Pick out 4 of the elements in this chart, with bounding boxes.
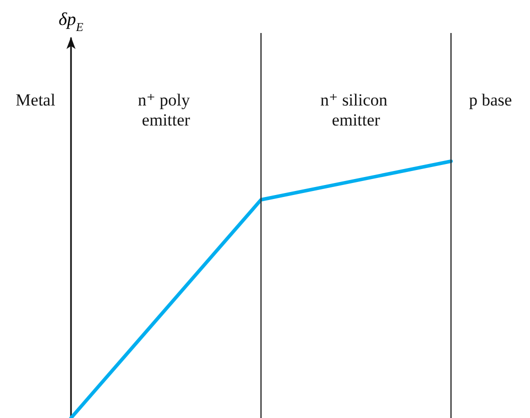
- text: p base: [469, 90, 512, 110]
- text: n⁺ poly emitter: [138, 90, 194, 130]
- text: Metal: [16, 90, 56, 110]
- text: n⁺ silicon emitter: [320, 90, 392, 130]
